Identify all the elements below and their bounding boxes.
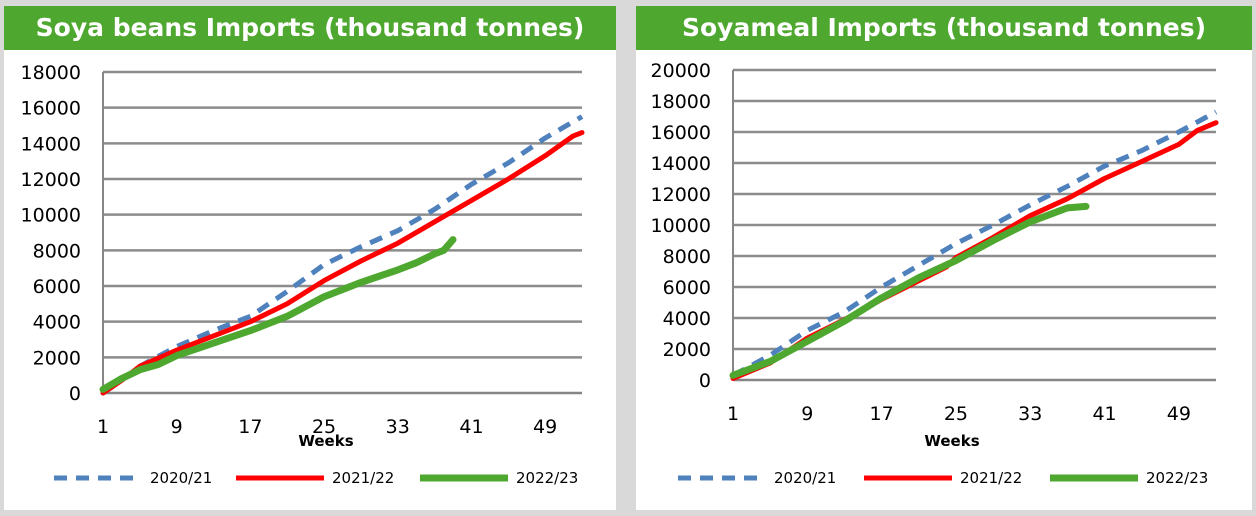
x-tick-label: 33 — [1018, 403, 1042, 425]
y-tick-label: 8000 — [663, 246, 711, 268]
y-tick-label: 18000 — [651, 91, 711, 113]
y-tick-label: 2000 — [33, 347, 81, 369]
x-tick-label: 1 — [727, 403, 739, 425]
legend-label: 2022/23 — [1146, 469, 1208, 487]
chart-title: Soya beans Imports (thousand tonnes) — [4, 6, 616, 50]
x-axis-label: Weeks — [924, 432, 979, 450]
y-tick-label: 16000 — [21, 98, 81, 120]
y-tick-label: 0 — [69, 383, 81, 405]
y-tick-label: 10000 — [21, 205, 81, 227]
x-axis-label: Weeks — [298, 432, 353, 450]
x-tick-label: 17 — [238, 416, 262, 438]
y-tick-label: 2000 — [663, 339, 711, 361]
series-line-2021-22 — [100, 130, 585, 396]
chart-title: Soyameal Imports (thousand tonnes) — [636, 6, 1252, 50]
x-tick-label: 41 — [1092, 403, 1116, 425]
y-tick-label: 12000 — [21, 169, 81, 191]
y-tick-label: 14000 — [651, 153, 711, 175]
legend-label: 2021/22 — [960, 469, 1022, 487]
y-tick-label: 20000 — [651, 60, 711, 82]
y-tick-label: 14000 — [21, 133, 81, 155]
x-tick-label: 25 — [312, 416, 336, 438]
y-tick-label: 10000 — [651, 215, 711, 237]
legend-label: 2021/22 — [332, 469, 394, 487]
series-line-2022-23 — [99, 236, 457, 393]
y-tick-label: 16000 — [651, 122, 711, 144]
x-tick-label: 25 — [944, 403, 968, 425]
soyameal-chart-panel: Soyameal Imports (thousand tonnes) 0 2000… — [636, 6, 1252, 510]
x-tick-label: 33 — [386, 416, 410, 438]
legend-label: 2020/21 — [774, 469, 836, 487]
y-tick-label: 12000 — [651, 184, 711, 206]
y-tick-label: 6000 — [663, 277, 711, 299]
y-tick-label: 6000 — [33, 276, 81, 298]
y-tick-label: 0 — [699, 370, 711, 392]
x-tick-label: 49 — [533, 416, 557, 438]
x-tick-label: 9 — [171, 416, 183, 438]
y-tick-label: 18000 — [21, 62, 81, 84]
y-tick-label: 8000 — [33, 240, 81, 262]
soyameal-chart: 0 2000 4000 6000 8000 10000 12000 14000 16000 180… — [651, 60, 1219, 487]
x-tick-label: 49 — [1167, 403, 1191, 425]
x-tick-label: 9 — [801, 403, 813, 425]
legend-label: 2020/21 — [150, 469, 212, 487]
series-line-2022-23 — [729, 202, 1090, 379]
legend-label: 2022/23 — [516, 469, 578, 487]
x-tick-label: 1 — [97, 416, 109, 438]
x-tick-label: 17 — [870, 403, 894, 425]
y-tick-label: 4000 — [663, 308, 711, 330]
soya-beans-chart: 0 2000 4000 6000 8000 10000 12000 14000 16000 180… — [21, 62, 585, 487]
series-line-2020-21 — [731, 109, 1218, 378]
y-tick-label: 4000 — [33, 312, 81, 334]
soya-beans-chart-panel: Soya beans Imports (thousand tonnes) 0 20… — [4, 6, 616, 510]
x-tick-label: 41 — [459, 416, 483, 438]
